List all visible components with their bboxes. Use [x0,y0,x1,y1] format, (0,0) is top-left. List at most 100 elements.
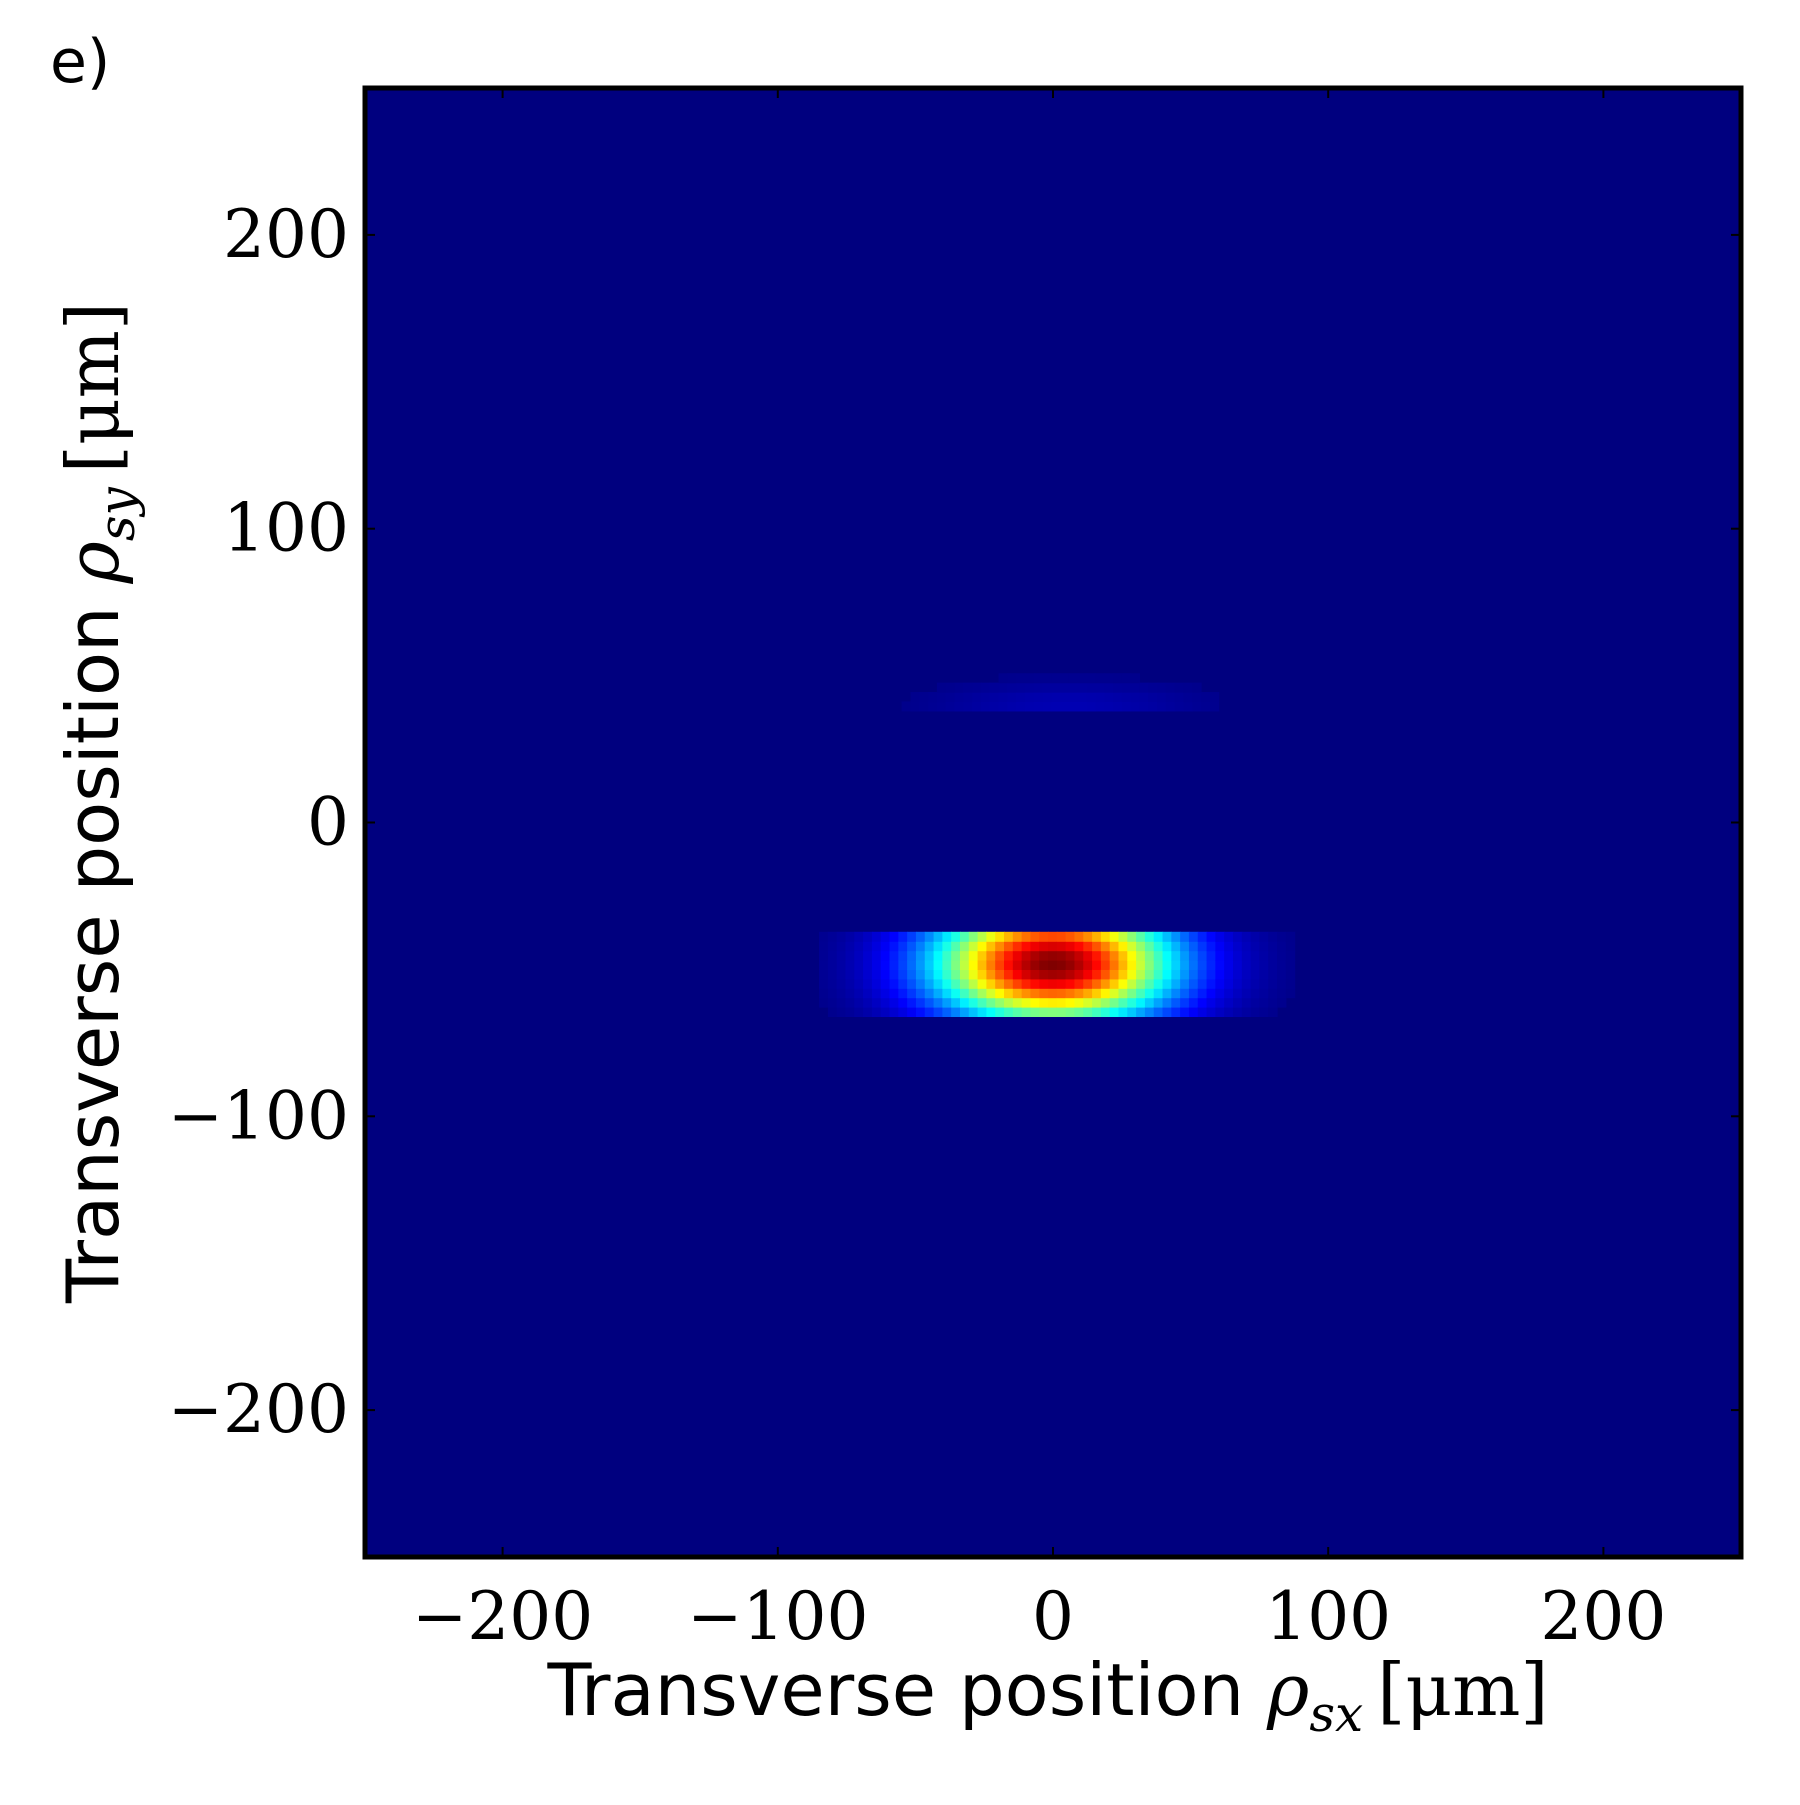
heatmap-cell [907,1007,917,1018]
heatmap-cell [933,959,943,970]
heatmap-cell [1139,692,1149,703]
heatmap-cell [1065,941,1076,952]
heatmap-cell [995,969,1005,980]
heatmap-cell [1174,682,1185,693]
heatmap-cell [827,997,838,1008]
heatmap-cell [915,1007,926,1018]
heatmap-cell [1171,950,1181,961]
heatmap-cell [1109,950,1120,961]
heatmap-cell [928,692,938,703]
heatmap-cell [933,950,943,961]
heatmap-cell [1030,950,1040,961]
heatmap-cell [1277,959,1287,970]
heatmap-cell [845,950,855,961]
heatmap-cell [1109,997,1120,1008]
heatmap-cell [924,950,935,961]
heatmap-cell [1042,692,1052,703]
heatmap-cell [1083,969,1093,980]
heatmap-cell [977,978,988,989]
heatmap-cell [919,692,929,703]
heatmap-cell [933,1007,943,1018]
heatmap-cell [1268,931,1278,942]
heatmap-cell [995,997,1005,1008]
heatmap-cell [1250,931,1260,942]
heatmap-cell [1250,959,1260,970]
heatmap-cell [1183,682,1193,693]
heatmap-cell [854,978,864,989]
heatmap-cell [907,997,917,1008]
heatmap-cell [1127,997,1137,1008]
heatmap-cell [1004,941,1014,952]
heatmap-cell [863,950,873,961]
heatmap-cell [1039,978,1049,989]
heatmap-cell [863,997,873,1008]
heatmap-cell [1232,950,1243,961]
heatmap-cell [871,941,882,952]
heatmap-cell [1162,950,1172,961]
y-axis-label: Transverse position ρsy[μm] [51,302,146,1304]
heatmap-cell [907,941,917,952]
heatmap-cell [1206,941,1216,952]
heatmap-cell [1056,997,1067,1008]
heatmap-cell [1268,978,1278,989]
heatmap-cell [1083,997,1093,1008]
heatmap-cell [1268,988,1278,999]
heatmap-cell [1051,701,1061,712]
heatmap-cell [845,969,855,980]
heatmap-cell [1118,988,1128,999]
heatmap-cell [1030,959,1040,970]
heatmap-cell [854,1007,864,1018]
heatmap-cell [942,978,952,989]
heatmap-cell [1104,673,1114,684]
heatmap-cell [1100,978,1111,989]
heatmap-cell [951,959,961,970]
heatmap-cell [1277,988,1287,999]
heatmap-cell [880,969,891,980]
heatmap-cell [1074,941,1084,952]
heatmap-cell [915,959,926,970]
heatmap-cell [827,950,838,961]
heatmap-cell [954,682,964,693]
heatmap-cell [1024,701,1035,712]
y-tick-label: −200 [168,1371,349,1448]
heatmap-cell [910,701,920,712]
heatmap-cell [836,959,847,970]
heatmap-cell [986,931,996,942]
heatmap-cell [945,692,956,703]
heatmap-cell [1068,673,1079,684]
heatmap-cell [1224,1007,1234,1018]
heatmap-cell [1051,692,1061,703]
heatmap-cell [1065,950,1076,961]
heatmap-cell [959,997,970,1008]
heatmap-cell [1092,959,1102,970]
heatmap-cell [1051,673,1061,684]
heatmap-cell [854,959,864,970]
heatmap-cell [980,682,991,693]
heatmap-cell [1086,682,1096,693]
heatmap-cell [1285,931,1296,942]
heatmap-cell [1092,988,1102,999]
heatmap-cell [1112,701,1123,712]
heatmap-cell [1004,959,1014,970]
heatmap-cell [1060,701,1070,712]
heatmap-cell [942,941,952,952]
heatmap-cell [942,950,952,961]
heatmap-cell [1277,950,1287,961]
heatmap-cell [959,988,970,999]
heatmap-cell [1056,931,1067,942]
heatmap-cell [827,959,838,970]
heatmap-cell [1030,969,1040,980]
heatmap-cell [951,941,961,952]
heatmap-cell [980,701,991,712]
heatmap-cell [1083,941,1093,952]
heatmap-cell [1048,1007,1058,1018]
heatmap-cell [1171,997,1181,1008]
heatmap-cell [827,988,838,999]
heatmap-cell [959,978,970,989]
heatmap-cell [1153,969,1164,980]
heatmap-cell [1201,701,1211,712]
heatmap-cell [1016,673,1026,684]
heatmap-cell [968,931,979,942]
heatmap-cell [951,997,961,1008]
heatmap-cell [1139,701,1149,712]
